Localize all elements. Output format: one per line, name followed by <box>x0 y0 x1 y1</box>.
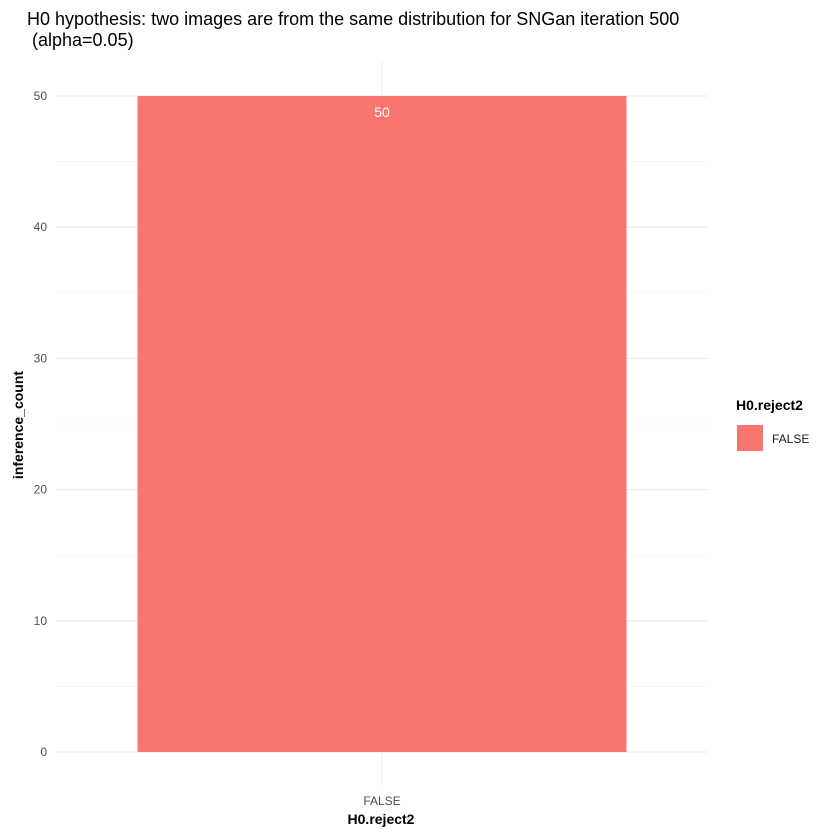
bar-false <box>137 96 627 752</box>
chart-subtitle: (alpha=0.05) <box>27 30 134 50</box>
x-tick-label: FALSE <box>363 794 400 808</box>
y-tick-label: 0 <box>40 745 47 759</box>
chart-title-line1: H0 hypothesis: two images are from the s… <box>27 9 680 29</box>
y-tick-label: 20 <box>34 483 48 497</box>
legend-swatch <box>737 425 763 451</box>
legend: H0.reject2 FALSE <box>736 397 809 451</box>
x-axis-ticks: FALSE <box>363 794 400 808</box>
y-axis-ticks: 0 10 20 30 40 50 <box>34 89 48 759</box>
chart-title: H0 hypothesis: two images are from the s… <box>27 9 679 51</box>
y-tick-label: 50 <box>34 89 48 103</box>
bars: 50 <box>137 96 627 752</box>
legend-label: FALSE <box>772 432 809 446</box>
legend-title: H0.reject2 <box>736 397 803 413</box>
y-tick-label: 30 <box>34 351 48 365</box>
y-tick-label: 40 <box>34 220 48 234</box>
bar-data-label: 50 <box>374 104 390 120</box>
y-tick-label: 10 <box>34 614 48 628</box>
x-axis-title: H0.reject2 <box>348 811 415 827</box>
y-axis-title: inference_count <box>10 371 26 479</box>
